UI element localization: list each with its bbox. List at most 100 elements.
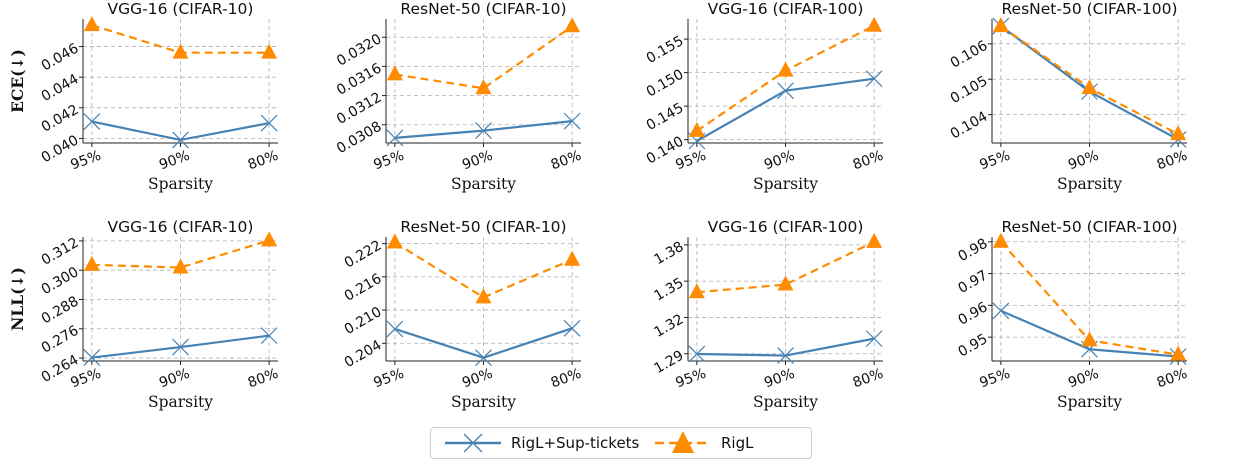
legend-item-rigl: RigL bbox=[653, 428, 753, 458]
y-tick-label: 0.95 bbox=[956, 331, 991, 360]
marker-rigl bbox=[1081, 79, 1098, 95]
x-axis-label: Sparsity bbox=[1057, 393, 1122, 411]
x-tick-label: 90% bbox=[157, 148, 192, 174]
x-tick-label: 80% bbox=[549, 148, 584, 174]
x-tick-label: 80% bbox=[246, 366, 281, 392]
x-tick-label: 80% bbox=[1155, 366, 1190, 392]
x-tick-label: 95% bbox=[978, 148, 1013, 174]
y-tick-label: 0.300 bbox=[39, 264, 82, 298]
x-tick-label: 80% bbox=[246, 148, 281, 174]
x-tick-label: 95% bbox=[372, 148, 407, 174]
marker-rigl bbox=[866, 16, 883, 32]
x-tick-label: 90% bbox=[460, 148, 495, 174]
marker-sup bbox=[475, 349, 492, 367]
x-tick-label: 80% bbox=[851, 366, 886, 392]
y-tick-label: 0.222 bbox=[342, 238, 385, 272]
marker-sup bbox=[688, 345, 706, 363]
marker-sup bbox=[260, 327, 278, 345]
marker-rigl bbox=[475, 79, 492, 95]
marker-sup bbox=[260, 114, 278, 132]
series-line-sup bbox=[394, 120, 573, 139]
x-tick-label: 80% bbox=[549, 366, 584, 392]
x-tick-label: 80% bbox=[851, 148, 886, 174]
y-tick-label: 0.145 bbox=[644, 100, 687, 134]
marker-sup bbox=[172, 338, 189, 356]
y-tick-label: 0.150 bbox=[644, 67, 687, 101]
marker-rigl bbox=[688, 121, 705, 137]
x-tick-label: 95% bbox=[372, 366, 407, 392]
chart-panel: 0.95 0.960.97 0.98 95% 90% 80% ResNet-50 (CIFA… bbox=[956, 218, 1190, 411]
marker-rigl bbox=[261, 231, 278, 247]
y-tick-label: 0.312 bbox=[39, 235, 82, 269]
y-tick-label: 0.276 bbox=[39, 323, 82, 357]
series-line-rigl bbox=[394, 25, 573, 90]
marker-rigl bbox=[172, 43, 189, 59]
chart-title: VGG-16 (CIFAR-100) bbox=[708, 0, 864, 18]
y-tick-label: 0.98 bbox=[956, 236, 991, 265]
chart-title: ResNet-50 (CIFAR-100) bbox=[1001, 218, 1177, 236]
x-axis-label: Sparsity bbox=[451, 393, 516, 411]
x-axis-label: Sparsity bbox=[148, 393, 213, 411]
x-axis-label: Sparsity bbox=[753, 175, 818, 193]
marker-sup bbox=[172, 131, 189, 149]
legend: RigL+Sup-tickets RigL bbox=[430, 427, 812, 459]
legend-item-sup: RigL+Sup-tickets bbox=[443, 428, 639, 458]
y-tick-label: 0.104 bbox=[948, 109, 991, 143]
marker-sup bbox=[563, 319, 581, 337]
marker-rigl bbox=[1081, 331, 1098, 347]
marker-sup bbox=[865, 70, 883, 88]
x-axis-label: Sparsity bbox=[1057, 175, 1122, 193]
marker-rigl bbox=[83, 255, 100, 271]
marker-rigl bbox=[564, 250, 581, 266]
marker-sup bbox=[386, 320, 404, 338]
y-tick-label: 0.042 bbox=[39, 102, 82, 136]
marker-rigl bbox=[1170, 125, 1187, 141]
marker-sup bbox=[992, 302, 1010, 320]
x-tick-label: 95% bbox=[978, 366, 1013, 392]
y-tick-label: 0.96 bbox=[956, 299, 991, 328]
marker-rigl bbox=[261, 43, 278, 59]
y-axis-label: ECE(↓) bbox=[8, 49, 27, 113]
marker-sup bbox=[563, 112, 581, 130]
y-tick-label: 1.38 bbox=[652, 239, 687, 268]
series-line-sup bbox=[696, 337, 875, 357]
marker-rigl bbox=[1170, 345, 1187, 361]
x-tick-label: 90% bbox=[1066, 366, 1101, 392]
series-line-rigl bbox=[696, 240, 875, 294]
x-axis-label: Sparsity bbox=[451, 175, 516, 193]
legend-swatch-sup bbox=[445, 433, 501, 453]
y-tick-label: 0.204 bbox=[342, 337, 385, 371]
legend-label-rigl: RigL bbox=[721, 434, 754, 452]
y-tick-label: 0.288 bbox=[39, 293, 82, 327]
marker-rigl bbox=[475, 288, 492, 304]
x-tick-label: 90% bbox=[460, 366, 495, 392]
marker-rigl bbox=[866, 232, 883, 248]
marker-rigl bbox=[386, 65, 403, 81]
y-tick-label: 0.106 bbox=[948, 38, 991, 72]
x-axis-label: Sparsity bbox=[148, 175, 213, 193]
chart-title: VGG-16 (CIFAR-10) bbox=[108, 0, 254, 18]
x-tick-label: 90% bbox=[1066, 148, 1101, 174]
x-tick-label: 95% bbox=[674, 366, 709, 392]
marker-sup bbox=[386, 129, 404, 147]
y-tick-label: 0.97 bbox=[956, 268, 991, 297]
y-axis-label: NLL(↓) bbox=[8, 267, 27, 331]
y-tick-label: 0.216 bbox=[342, 271, 385, 305]
marker-rigl bbox=[386, 233, 403, 249]
y-tick-label: 0.044 bbox=[39, 71, 82, 105]
x-axis-label: Sparsity bbox=[753, 393, 818, 411]
x-tick-label: 95% bbox=[69, 148, 104, 174]
marker-rigl bbox=[992, 232, 1009, 248]
chart-title: ResNet-50 (CIFAR-100) bbox=[1001, 0, 1177, 18]
y-tick-label: 1.32 bbox=[652, 311, 687, 340]
marker-rigl bbox=[992, 17, 1009, 33]
y-tick-label: 1.35 bbox=[652, 275, 687, 304]
